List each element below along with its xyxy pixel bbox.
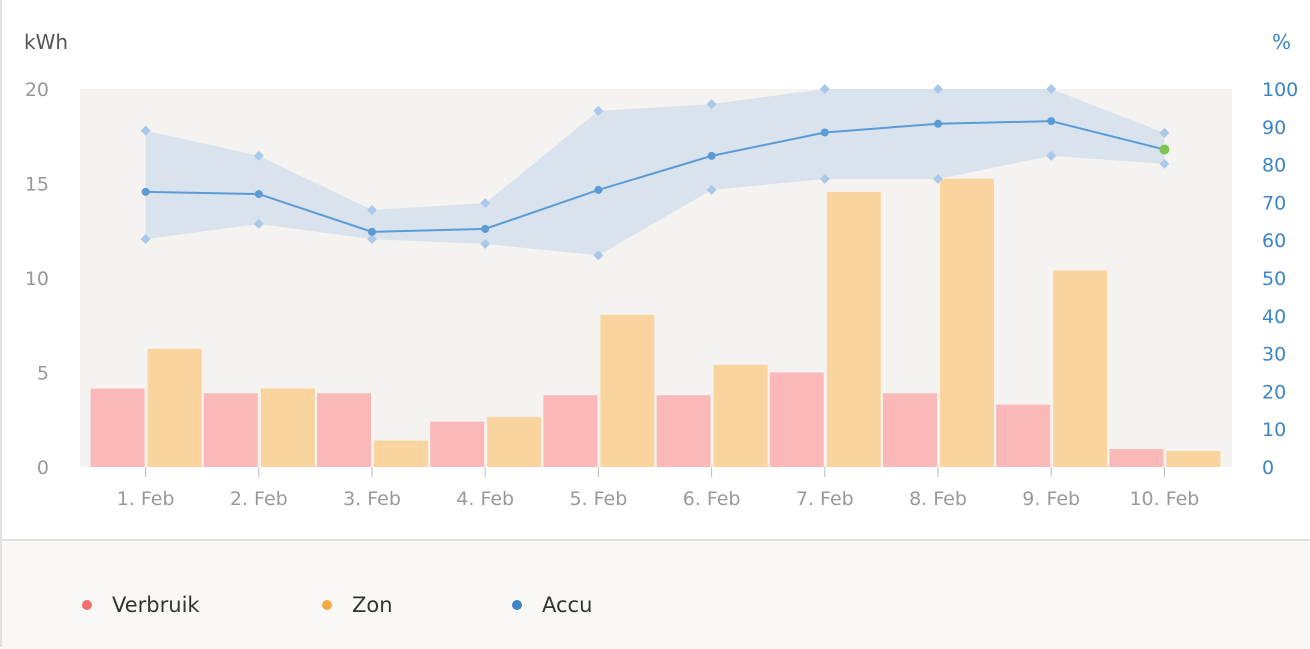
accu-point bbox=[254, 190, 263, 199]
accu-range-marker bbox=[480, 239, 491, 249]
bar-verbruik bbox=[430, 421, 485, 467]
accu-point bbox=[481, 224, 490, 233]
legend-label: Zon bbox=[352, 593, 393, 617]
y-right-tick: 50 bbox=[1262, 268, 1286, 290]
bar-zon bbox=[374, 440, 428, 467]
y-right-tick: 10 bbox=[1262, 419, 1286, 441]
bar-verbruik bbox=[203, 393, 258, 467]
y-right-tick: 90 bbox=[1262, 117, 1286, 139]
accu-line bbox=[145, 120, 1165, 233]
y-left-tick: 0 bbox=[37, 457, 49, 479]
legend-dot-icon bbox=[512, 600, 522, 610]
bar-zon bbox=[1053, 270, 1108, 467]
bar-verbruik bbox=[656, 395, 711, 467]
x-tick-label: 7. Feb bbox=[796, 488, 854, 510]
bar-verbruik bbox=[996, 404, 1051, 467]
y-right-tick: 70 bbox=[1262, 192, 1286, 214]
y-left-tick: 20 bbox=[25, 79, 49, 101]
accu-range-marker bbox=[706, 184, 717, 195]
x-tick-label: 1. Feb bbox=[117, 488, 175, 510]
legend-item-zon[interactable]: Zon bbox=[322, 593, 393, 617]
y-left-tick: 15 bbox=[25, 174, 49, 196]
x-tick-label: 8. Feb bbox=[909, 488, 967, 510]
y-left-tick: 5 bbox=[37, 363, 49, 385]
legend-item-verbruik[interactable]: Verbruik bbox=[82, 593, 200, 617]
accu-range-marker bbox=[593, 105, 604, 116]
y-right-tick: 80 bbox=[1262, 155, 1286, 177]
bar-zon bbox=[826, 192, 881, 467]
legend-item-accu[interactable]: Accu bbox=[512, 593, 592, 617]
y-right-tick: 60 bbox=[1262, 230, 1286, 252]
accu-range-marker bbox=[367, 205, 377, 215]
x-tick-label: 9. Feb bbox=[1022, 488, 1080, 510]
accu-range-marker bbox=[593, 250, 604, 261]
accu-range-marker bbox=[706, 99, 717, 110]
x-tick-label: 3. Feb bbox=[343, 488, 401, 510]
accu-point bbox=[1159, 144, 1170, 155]
accu-range-marker bbox=[819, 174, 830, 184]
legend-label: Verbruik bbox=[112, 593, 200, 617]
accu-range-marker bbox=[367, 234, 377, 245]
bar-zon bbox=[713, 364, 768, 467]
y-right-tick: 0 bbox=[1262, 457, 1274, 479]
x-tick-label: 2. Feb bbox=[230, 488, 288, 510]
bar-verbruik bbox=[90, 388, 145, 467]
accu-range-marker bbox=[1046, 150, 1057, 161]
x-tick-label: 6. Feb bbox=[683, 488, 741, 510]
y-right-axis-label: % bbox=[1272, 30, 1291, 54]
bar-zon bbox=[260, 388, 315, 467]
bar-verbruik bbox=[317, 393, 371, 467]
bar-verbruik bbox=[1109, 449, 1164, 467]
accu-point bbox=[141, 187, 150, 196]
legend-dot-icon bbox=[82, 600, 92, 610]
accu-point bbox=[707, 151, 716, 160]
bar-zon bbox=[940, 178, 994, 467]
accu-range-marker bbox=[140, 234, 151, 245]
accu-range-marker bbox=[253, 150, 264, 161]
accu-range-marker bbox=[480, 198, 491, 209]
x-tick-label: 4. Feb bbox=[456, 488, 514, 510]
legend-dot-icon bbox=[322, 600, 332, 610]
bar-zon bbox=[600, 314, 655, 467]
y-right-tick: 20 bbox=[1262, 381, 1286, 403]
bar-verbruik bbox=[769, 372, 824, 467]
accu-range-marker bbox=[140, 125, 151, 136]
y-right-tick: 100 bbox=[1262, 79, 1298, 101]
accu-point bbox=[934, 119, 942, 128]
accu-point bbox=[820, 128, 829, 137]
bar-verbruik bbox=[883, 393, 937, 467]
legend: Verbruik Zon Accu bbox=[2, 539, 1310, 649]
accu-range-marker bbox=[253, 218, 264, 229]
accu-range-marker bbox=[933, 84, 943, 94]
bar-zon bbox=[1166, 450, 1221, 467]
bar-verbruik bbox=[543, 395, 598, 467]
energy-chart: kWh % 0 5 10 15 20 0 10 20 30 40 50 60 70 80 90 100 1. F… bbox=[24, 30, 1298, 510]
y-right-tick: 40 bbox=[1262, 306, 1286, 328]
accu-range-marker bbox=[1046, 84, 1057, 94]
bar-zon bbox=[147, 348, 202, 467]
accu-range-marker bbox=[1159, 158, 1170, 169]
y-left-tick: 10 bbox=[25, 268, 49, 290]
accu-point bbox=[368, 227, 376, 236]
accu-range-marker bbox=[933, 174, 943, 184]
bar-zon bbox=[487, 416, 542, 467]
legend-label: Accu bbox=[542, 593, 593, 617]
y-right-tick: 30 bbox=[1262, 344, 1286, 366]
accu-range-marker bbox=[819, 84, 830, 94]
accu-range-marker bbox=[1159, 127, 1170, 138]
y-left-axis-label: kWh bbox=[24, 30, 68, 54]
accu-point bbox=[1047, 117, 1056, 126]
x-tick-label: 10. Feb bbox=[1129, 488, 1199, 510]
x-tick-label: 5. Feb bbox=[569, 488, 627, 510]
accu-point bbox=[594, 185, 603, 194]
